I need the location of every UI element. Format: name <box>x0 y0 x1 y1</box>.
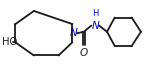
Text: H: H <box>92 9 98 18</box>
Text: O: O <box>80 48 88 58</box>
Text: N: N <box>69 28 77 38</box>
Text: HO: HO <box>2 37 18 47</box>
Text: N: N <box>91 21 99 31</box>
